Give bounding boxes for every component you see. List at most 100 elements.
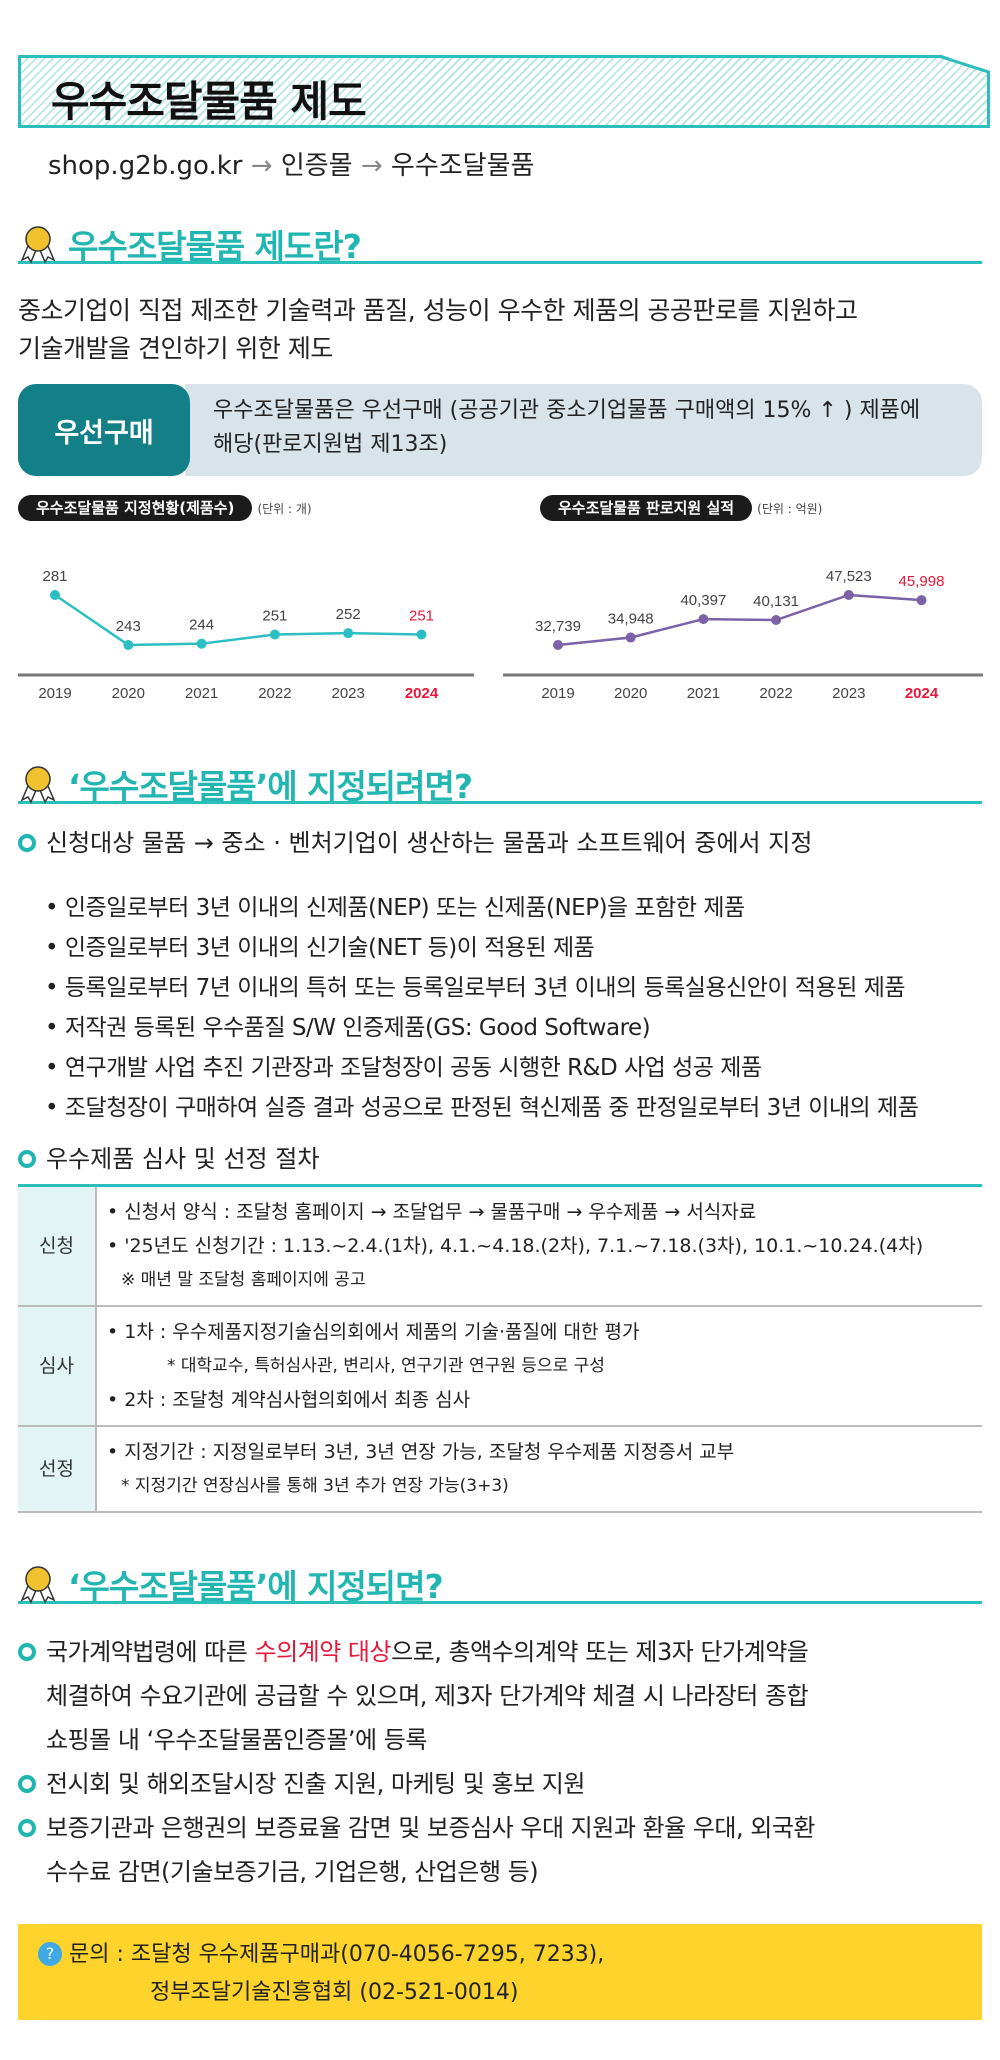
data-label: 34,948 xyxy=(608,611,654,628)
title-banner: 우수조달물품 제도 xyxy=(18,55,990,128)
x-tick-label: 2019 xyxy=(38,685,71,702)
row-key: 신청 xyxy=(18,1185,97,1307)
row-line: • 1차 : 우수제품지정기술심의회에서 제품의 기술·품질에 대한 평가 xyxy=(107,1321,640,1343)
breadcrumb: shop.g2b.go.kr → 인증몰 → 우수조달물품 xyxy=(48,145,534,182)
section-heading: ‘우수조달물품’에 지정되려면? xyxy=(18,760,982,806)
data-label: 251 xyxy=(409,607,434,624)
data-point xyxy=(843,590,854,600)
benefit-text: 보증기관과 은행권의 보증료율 감면 및 보증심사 우대 지원과 환율 우대, … xyxy=(46,1814,815,1842)
circle-bullet-icon xyxy=(18,1819,36,1837)
circle-bullet-icon xyxy=(18,834,36,852)
data-label: 45,998 xyxy=(899,573,945,590)
data-label: 251 xyxy=(262,607,287,624)
circle-bullet-icon xyxy=(18,1643,36,1661)
data-label: 40,397 xyxy=(680,592,726,609)
intro-line: 중소기업이 직접 제조한 기술력과 품질, 성능이 우수한 제품의 공공판로를 … xyxy=(18,296,858,325)
data-label: 281 xyxy=(42,568,67,585)
section-title: 우수조달물품 제도란? xyxy=(68,227,362,266)
x-tick-label: 2021 xyxy=(185,685,218,702)
data-point xyxy=(416,629,427,640)
contact-line: 조달청 우수제품구매과(070-4056-7295, 7233), xyxy=(130,1942,605,1967)
row-line: • '25년도 신청기간 : 1.13.~2.4.(1차), 4.1.~4.18… xyxy=(107,1235,924,1257)
row-line: • 신청서 양식 : 조달청 홈페이지 → 조달업무 → 물품구매 → 우수제품… xyxy=(107,1201,757,1223)
x-tick-label: 2020 xyxy=(112,685,145,702)
contact-label: 문의 : xyxy=(69,1942,124,1967)
x-tick-label: 2024 xyxy=(905,685,939,702)
data-label: 32,739 xyxy=(535,618,581,635)
priority-label: 우선구매 xyxy=(18,384,190,476)
row-key: 심사 xyxy=(18,1306,97,1427)
highlight-text: 수의계약 대상 xyxy=(254,1638,392,1666)
data-point xyxy=(625,632,636,643)
x-tick-label: 2023 xyxy=(832,685,865,702)
row-key: 선정 xyxy=(18,1426,97,1513)
data-point xyxy=(343,628,354,639)
procedure-heading: 우수제품 심사 및 선정 절차 xyxy=(18,1142,319,1176)
x-tick-label: 2021 xyxy=(687,685,720,702)
data-point xyxy=(196,638,207,649)
chart-title-row: 우수조달물품 판로지원 실적 (단위 : 억원) xyxy=(540,495,823,521)
row-line: • 지정기간 : 지정일로부터 3년, 3년 연장 가능, 조달청 우수제품 지… xyxy=(107,1441,735,1463)
data-point xyxy=(916,595,927,606)
circle-bullet-icon xyxy=(18,1150,36,1168)
row-line: • 2차 : 조달청 계약심사협의회에서 최종 심사 xyxy=(107,1389,471,1411)
benefit-item: 국가계약법령에 따른 수의계약 대상으로, 총액수의계약 또는 제3자 단가계약… xyxy=(18,1630,988,1762)
table-row: 선정 • 지정기간 : 지정일로부터 3년, 3년 연장 가능, 조달청 우수제품… xyxy=(18,1426,982,1513)
list-item: • 저작권 등록된 우수품질 S/W 인증제품(GS: Good Softwar… xyxy=(45,1015,651,1041)
section-heading: 우수조달물품 제도란? xyxy=(18,220,982,266)
intro-text: 중소기업이 직접 제조한 기술력과 품질, 성능이 우수한 제품의 공공판로를 … xyxy=(18,292,988,368)
x-tick-label: 2023 xyxy=(332,685,365,702)
series-line xyxy=(54,593,422,647)
benefit-text: 쇼핑몰 내 ‘우수조달물품인증몰’에 등록 xyxy=(46,1726,427,1754)
x-tick-label: 2020 xyxy=(614,685,647,702)
procedure-table: 신청 • 신청서 양식 : 조달청 홈페이지 → 조달업무 → 물품구매 → 우수… xyxy=(18,1184,982,1513)
priority-desc: 우수조달물품은 우선구매 (공공기관 중소기업물품 구매액의 15% ↑ ) 제… xyxy=(185,384,982,476)
contact-box: ? 문의 : 조달청 우수제품구매과(070-4056-7295, 7233),… xyxy=(18,1924,982,2020)
benefit-text: 전시회 및 해외조달시장 진출 지원, 마케팅 및 홍보 지원 xyxy=(46,1770,585,1798)
page-title: 우수조달물품 제도 xyxy=(51,77,367,126)
priority-line: 해당(판로지원법 제13조) xyxy=(213,432,448,457)
chart-title: 우수조달물품 판로지원 실적 xyxy=(540,495,753,521)
site-url[interactable]: shop.g2b.go.kr xyxy=(48,151,243,181)
benefit-text: 수수료 감면(기술보증기금, 기업은행, 산업은행 등) xyxy=(46,1858,539,1886)
chart-title-row: 우수조달물품 지정현황(제품수) (단위 : 개) xyxy=(18,495,312,521)
x-tick-label: 2022 xyxy=(759,685,792,702)
arrow-icon: → xyxy=(360,151,383,181)
benefit-item: 보증기관과 은행권의 보증료율 감면 및 보증심사 우대 지원과 환율 우대, … xyxy=(18,1806,988,1894)
list-item: • 인증일로부터 3년 이내의 신기술(NET 등)이 적용된 제품 xyxy=(45,935,595,961)
benefit-text: 국가계약법령에 따른 xyxy=(46,1638,255,1666)
data-point xyxy=(50,590,60,600)
medal-icon xyxy=(20,766,56,804)
list-item: • 조달청장이 구매하여 실증 결과 성공으로 판정된 혁신제품 중 판정일로부… xyxy=(45,1095,919,1121)
chart-unit: (단위 : 개) xyxy=(257,502,312,516)
arrow-icon: → xyxy=(250,151,273,181)
list-item: • 인증일로부터 3년 이내의 신제품(NEP) 또는 신제품(NEP)을 포함… xyxy=(45,895,745,921)
medal-icon xyxy=(20,226,56,264)
chart-unit: (단위 : 억원) xyxy=(757,502,823,516)
data-label: 243 xyxy=(116,618,141,635)
x-tick-label: 2022 xyxy=(258,685,291,702)
row-note: ※ 매년 말 조달청 홈페이지에 공고 xyxy=(121,1270,366,1290)
data-point xyxy=(269,629,280,640)
x-tick-label: 2024 xyxy=(405,685,439,702)
breadcrumb-item: 우수조달물품 xyxy=(390,151,535,181)
target-bullet: 신청대상 물품 → 중소 · 벤처기업이 생산하는 물품과 소프트웨어 중에서 … xyxy=(18,826,812,860)
data-point xyxy=(771,615,782,625)
banner-border xyxy=(18,55,990,128)
data-label: 47,523 xyxy=(826,568,872,585)
intro-line: 기술개발을 견인하기 위한 제도 xyxy=(18,334,333,363)
row-content: • 1차 : 우수제품지정기술심의회에서 제품의 기술·품질에 대한 평가 * 대… xyxy=(96,1306,982,1427)
benefit-item: 전시회 및 해외조달시장 진출 지원, 마케팅 및 홍보 지원 xyxy=(18,1762,988,1806)
sales-support-chart: 32,739 2019 34,948 2020 40,397 2021 40,131 2022… xyxy=(503,568,983,702)
procedure-title: 우수제품 심사 및 선정 절차 xyxy=(46,1145,320,1173)
row-content: • 지정기간 : 지정일로부터 3년, 3년 연장 가능, 조달청 우수제품 지… xyxy=(96,1426,982,1513)
row-note: * 지정기간 연장심사를 통해 3년 추가 연장 가능(3+3) xyxy=(121,1476,509,1496)
data-point xyxy=(698,614,709,625)
section-heading: ‘우수조달물품’에 지정되면? xyxy=(18,1560,982,1606)
designation-chart: 281 2019 243 2020 244 2021 251 2022 252 2023 251 20… xyxy=(18,568,474,702)
data-label: 252 xyxy=(336,606,361,623)
benefit-text: 체결하여 수요기관에 공급할 수 있으며, 제3자 단가계약 체결 시 나라장터… xyxy=(46,1682,809,1710)
list-item: • 연구개발 사업 추진 기관장과 조달청장이 공동 시행한 R&D 사업 성공… xyxy=(45,1055,762,1081)
benefits-list: 국가계약법령에 따른 수의계약 대상으로, 총액수의계약 또는 제3자 단가계약… xyxy=(18,1630,988,1894)
criteria-list: • 인증일로부터 3년 이내의 신제품(NEP) 또는 신제품(NEP)을 포함… xyxy=(45,888,919,1128)
